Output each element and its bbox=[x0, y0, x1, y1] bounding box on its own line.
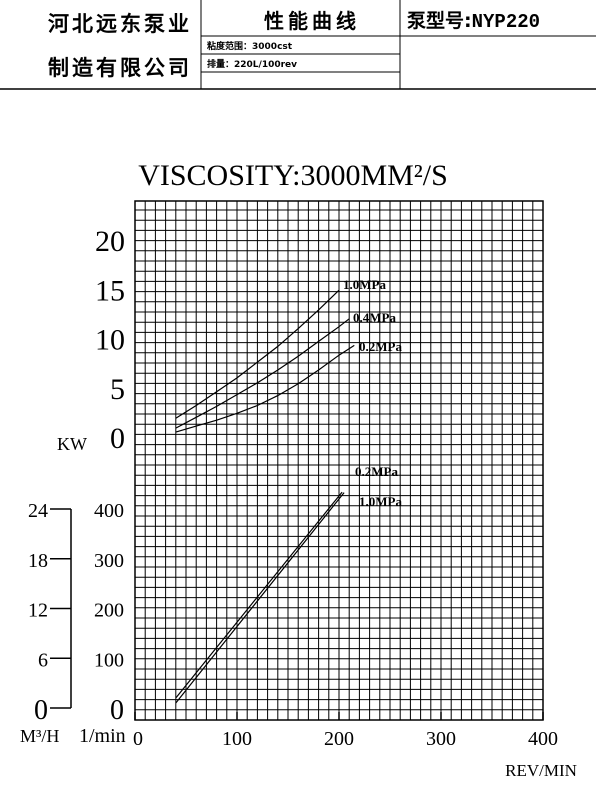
flow-m3h-tick-label: 18 bbox=[28, 550, 48, 572]
header-frame bbox=[0, 0, 596, 90]
axis-ticks bbox=[50, 508, 544, 720]
power-series-label: 0.2MPa bbox=[359, 339, 402, 354]
power-tick-label: 5 bbox=[110, 373, 125, 406]
power-curve bbox=[175, 318, 350, 429]
x-tick-label: 400 bbox=[528, 728, 558, 750]
power-axis-label: KW bbox=[57, 434, 87, 454]
chart-title-cn: 性能曲线 bbox=[264, 9, 360, 33]
model-value: NYP220 bbox=[471, 11, 541, 33]
flow-m3h-tick-label: 0 bbox=[34, 695, 48, 726]
x-tick-label: 300 bbox=[426, 728, 456, 750]
power-curve bbox=[175, 289, 340, 419]
flow-curve bbox=[175, 491, 343, 699]
flow-lpm-tick-label: 300 bbox=[94, 550, 124, 572]
performance-chart: VISCOSITY:3000MM²/S 0 100 200 300 400REV/MIN… bbox=[20, 159, 577, 780]
x-axis-label: REV/MIN bbox=[505, 761, 577, 780]
power-series-label: 1.0MPa bbox=[343, 277, 386, 292]
displacement-value: 220L/100rev bbox=[234, 60, 298, 70]
chart-series bbox=[175, 289, 355, 704]
x-tick-label: 0 bbox=[133, 728, 143, 750]
power-tick-label: 10 bbox=[95, 324, 125, 357]
chart-grid bbox=[134, 200, 544, 721]
x-tick-label: 200 bbox=[324, 728, 354, 750]
power-series-label: 0.4MPa bbox=[353, 310, 396, 325]
model-label: 泵型号: bbox=[407, 10, 472, 32]
displacement: 排量：220L/100rev bbox=[207, 57, 297, 70]
pump-model: 泵型号:NYP220 bbox=[407, 6, 540, 33]
flow-lpm-tick-label: 200 bbox=[94, 600, 124, 622]
power-curve bbox=[175, 344, 355, 433]
flow-m3h-tick-label: 6 bbox=[38, 649, 48, 671]
power-tick-label: 20 bbox=[95, 225, 125, 258]
power-tick-label: 15 bbox=[95, 274, 125, 307]
displacement-label: 排量： bbox=[207, 60, 235, 70]
company-name-line2: 制造有限公司 bbox=[48, 56, 192, 80]
power-tick-label: 0 bbox=[110, 422, 125, 455]
viscosity-value: 3000cst bbox=[252, 42, 293, 52]
flow-m3h-axis-label: M³/H bbox=[20, 726, 59, 746]
flow-lpm-tick-label: 0 bbox=[110, 695, 124, 726]
chart-labels: 0 100 200 300 400 REV/MIN 0 5 10 15 20 KW 0 100 200 300… bbox=[20, 225, 577, 780]
header: 河北远东泵业 制造有限公司 性能曲线 粘度范围：3000cst 排量：220L/… bbox=[0, 0, 596, 90]
flow-lpm-tick-label: 400 bbox=[94, 500, 124, 522]
flow-m3h-tick-label: 12 bbox=[28, 600, 48, 622]
flow-curve bbox=[175, 492, 345, 704]
company-name-line1: 河北远东泵业 bbox=[48, 12, 192, 36]
flow-series-label: 1.0MPa bbox=[359, 494, 402, 509]
flow-lpm-tick-label: 100 bbox=[94, 649, 124, 671]
flow-series-label: 0.2MPa bbox=[355, 464, 398, 479]
flow-m3h-tick-label: 24 bbox=[28, 500, 48, 522]
viscosity-label: 粘度范围： bbox=[207, 42, 253, 52]
chart-title: VISCOSITY:3000MM²/S bbox=[138, 159, 448, 192]
flow-lpm-axis-label: 1/min bbox=[79, 725, 126, 747]
viscosity-range: 粘度范围：3000cst bbox=[207, 39, 292, 52]
x-tick-label: 100 bbox=[222, 728, 252, 750]
